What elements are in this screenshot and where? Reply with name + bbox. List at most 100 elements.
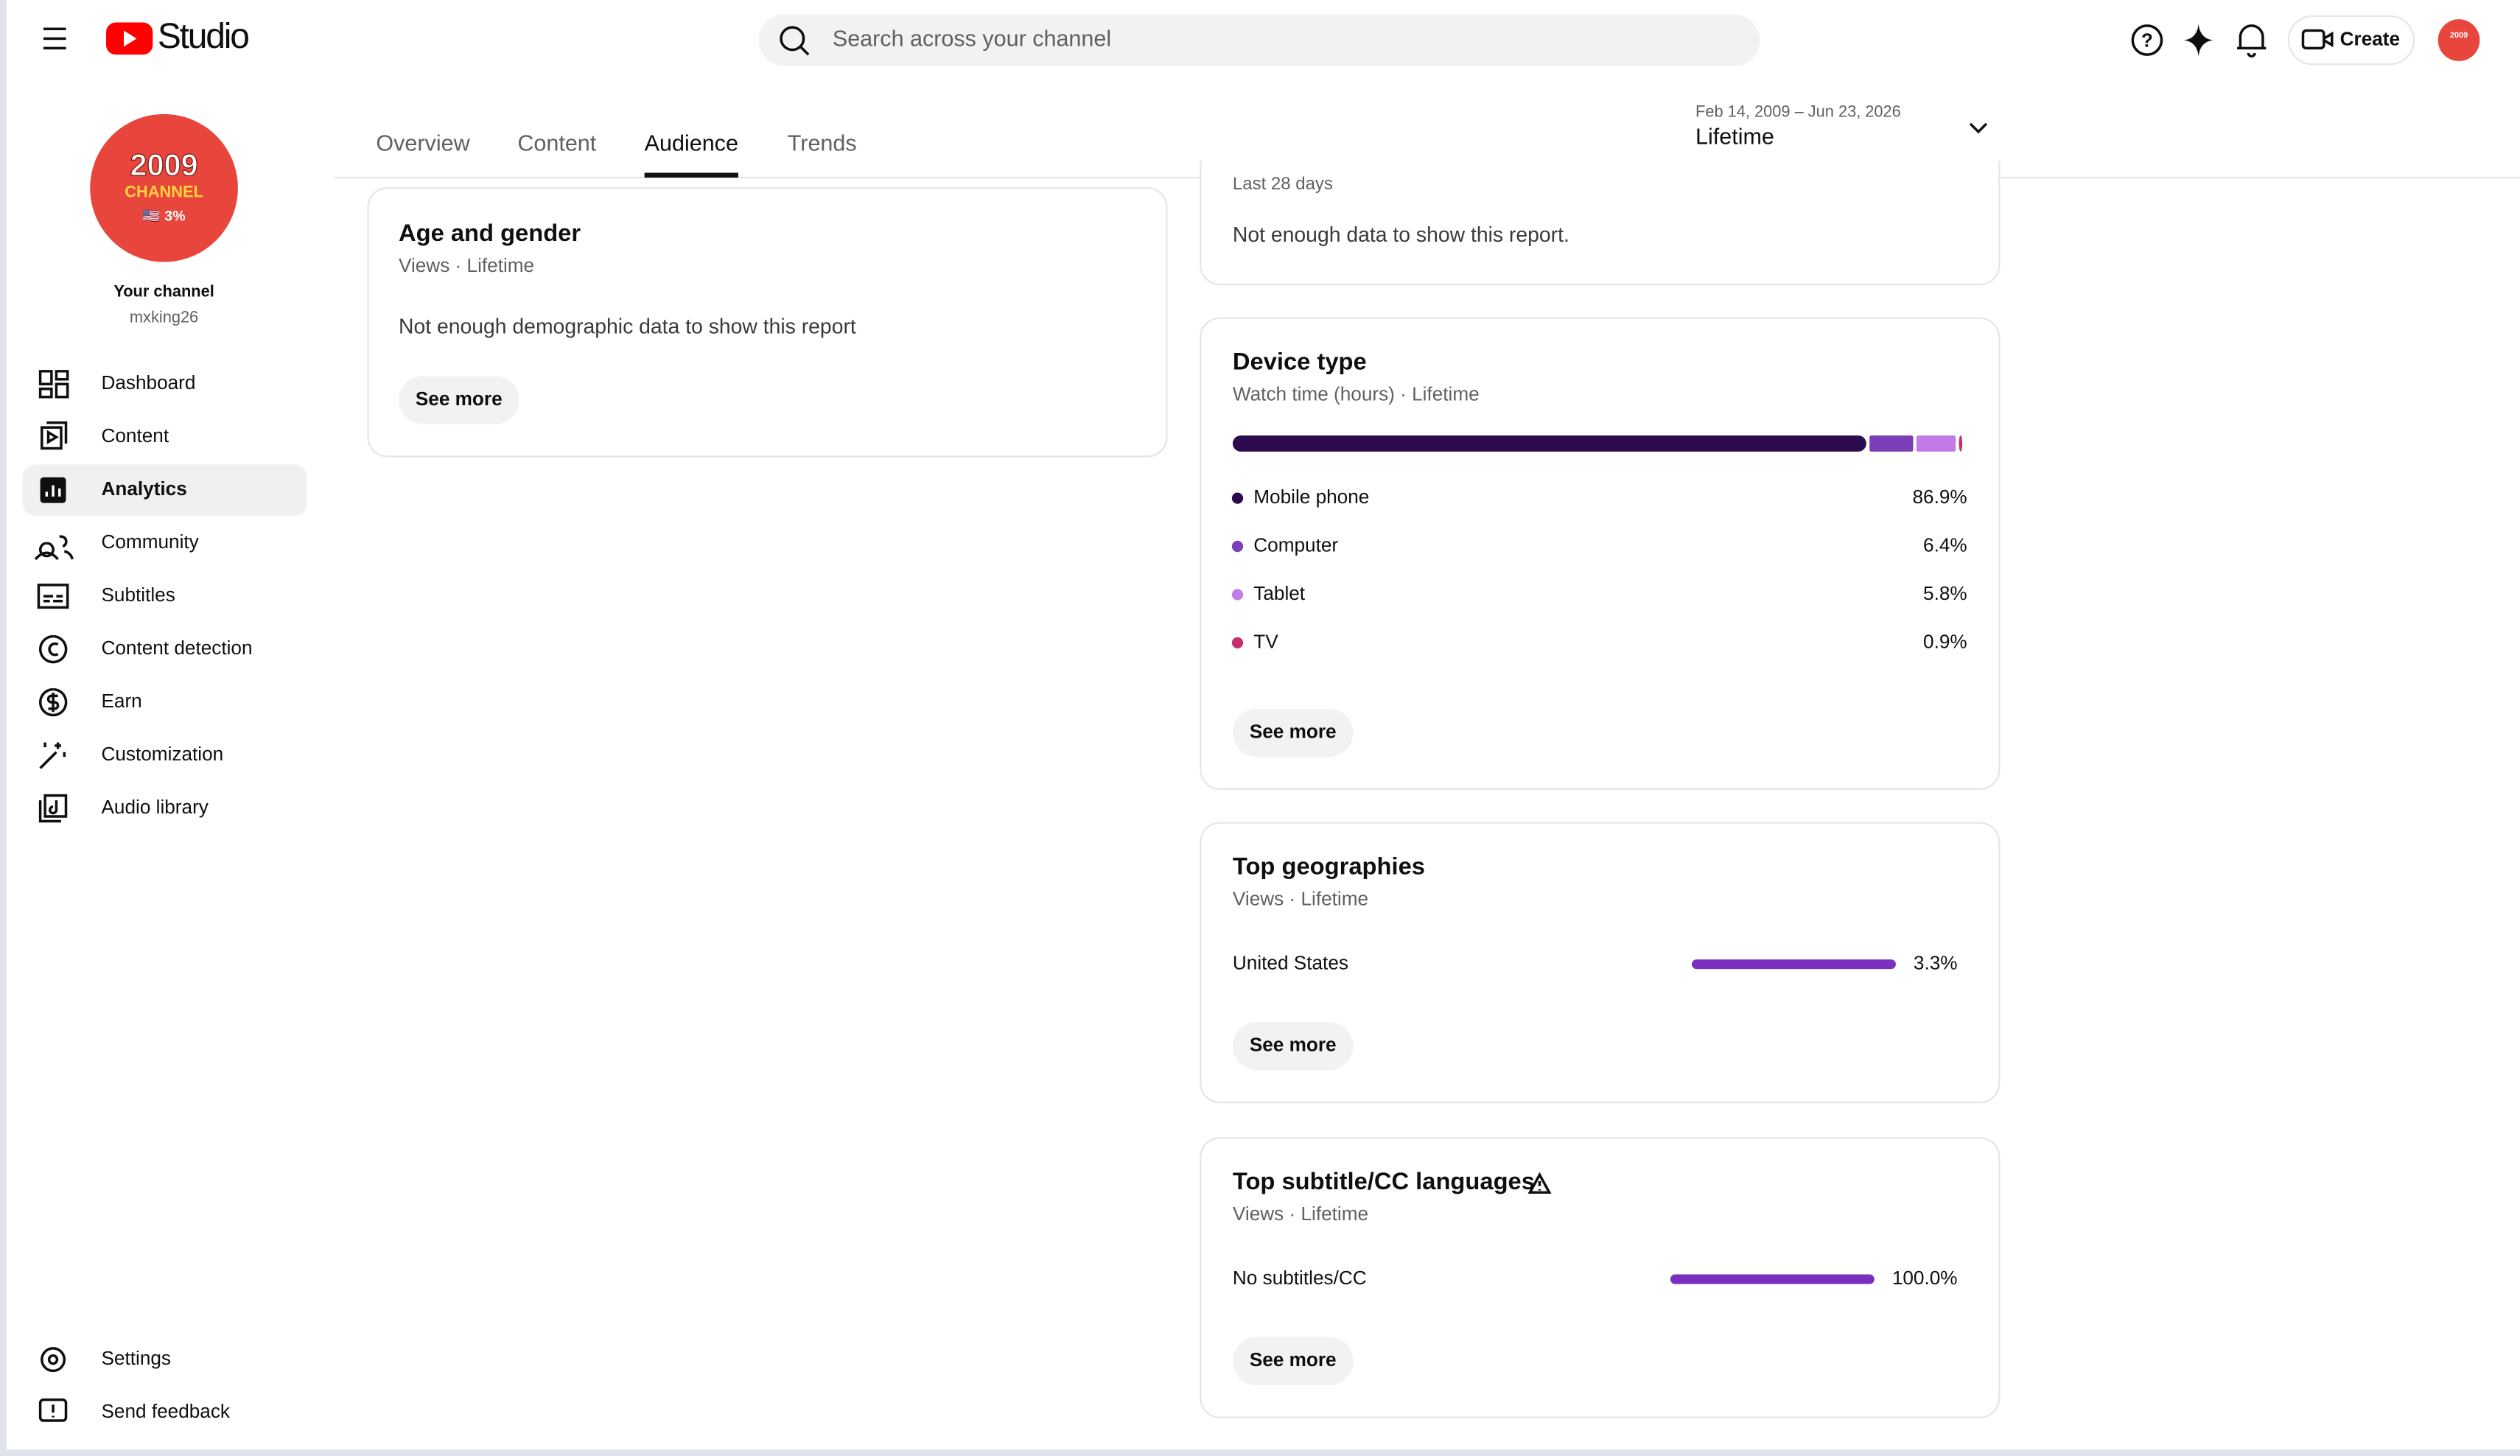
channel-label: Your channel (113, 282, 214, 301)
tab[interactable]: Trends (788, 130, 857, 155)
tab-label: Audience (645, 130, 738, 155)
nav-label: Content (101, 424, 169, 447)
tab-label: Trends (788, 130, 857, 155)
tab[interactable]: Content (517, 130, 596, 155)
nav-label: Dashboard (101, 371, 195, 393)
button-label: See more (1250, 1348, 1337, 1371)
nav-label: Analytics (101, 477, 186, 500)
avatar-line: 2009 (130, 147, 197, 182)
nav-icon (38, 687, 68, 717)
device-segment (1959, 435, 1963, 452)
nav-item[interactable]: Community (34, 531, 200, 561)
date-range-label: Lifetime (1695, 125, 1774, 150)
ai-button[interactable] (2184, 24, 2213, 57)
row-bar (1691, 959, 1896, 970)
account-avatar-text: 2009 (2450, 31, 2468, 40)
feedback-item[interactable]: Send feedback (38, 1398, 231, 1422)
nav-selected-bg (22, 464, 307, 517)
date-range-picker[interactable]: Feb 14, 2009 – Jun 23, 2026 Lifetime (1695, 102, 1988, 150)
device-segment (1232, 435, 1866, 452)
logo[interactable]: Studio (106, 17, 250, 56)
tab-label: Content (517, 130, 596, 155)
row-name: No subtitles/CC (1233, 1267, 1367, 1289)
notifications-button[interactable] (2237, 24, 2267, 58)
nav-icon (38, 370, 69, 399)
card-subtitle: Views · Lifetime (1233, 887, 1368, 909)
legend-value: 5.8% (1923, 582, 1967, 604)
settings-item[interactable]: Settings (41, 1347, 171, 1373)
nav-label: Content detection (101, 637, 252, 659)
search-bar[interactable]: Search across your channel (758, 14, 1760, 66)
tab-label: Overview (376, 130, 470, 155)
legend-dot (1231, 540, 1244, 553)
legend-value: 6.4% (1923, 533, 1967, 556)
nav-item[interactable]: Audio library (38, 794, 209, 823)
legend-dot (1231, 589, 1244, 601)
row-bar (1670, 1274, 1875, 1284)
nav-label: Community (101, 531, 199, 553)
tab[interactable]: Audience (644, 130, 738, 178)
nav-item[interactable]: Subtitles (37, 584, 175, 609)
legend-value: 86.9% (1912, 486, 1967, 508)
nav-item[interactable]: Analytics (22, 464, 307, 517)
legend-dot (1231, 492, 1244, 504)
logo-text: Studio (158, 17, 248, 56)
tab[interactable]: Overview (376, 130, 470, 155)
nav-icon (41, 421, 68, 450)
nav-label: Send feedback (101, 1400, 230, 1422)
nav-item[interactable]: Content (41, 421, 169, 450)
channel-avatar[interactable]: 2009 CHANNEL 🇺🇸 3% (90, 113, 238, 262)
device-chart: Mobile phone 86.9% Computer 6.4% Tablet 5.8% T… (1231, 435, 1967, 652)
card-message: Not enough data to show this report. (1233, 223, 1569, 247)
help-button[interactable]: ? (2131, 24, 2163, 56)
card-subtitle: Views · Lifetime (1233, 1203, 1368, 1225)
card-title: Age and gender (399, 219, 581, 246)
nav-icon (34, 535, 74, 561)
svg-text:?: ? (2141, 29, 2153, 52)
card (367, 187, 1168, 458)
button-label: See more (1250, 1034, 1337, 1056)
legend-name: TV (1253, 630, 1278, 652)
nav-item[interactable]: Dashboard (38, 370, 196, 399)
sidebar-nav: Dashboard Content Analytics Community Subtit… (22, 370, 307, 823)
card-subtitle: Last 28 days (1233, 174, 1333, 194)
nav-label: Earn (101, 690, 141, 712)
nav-label: Settings (101, 1347, 171, 1369)
see-more-button[interactable]: See more (1232, 1022, 1354, 1071)
button-label: See more (416, 388, 503, 410)
nav-item[interactable]: Customization (39, 742, 224, 769)
see-more-button[interactable]: See more (1232, 1337, 1354, 1386)
create-button[interactable]: Create (2287, 15, 2415, 66)
legend-name: Mobile phone (1253, 486, 1369, 508)
nav-icon (39, 742, 66, 769)
nav-icon (38, 794, 68, 823)
nav-icon (38, 634, 68, 664)
avatar-line: CHANNEL (125, 182, 203, 200)
account-avatar[interactable]: 2009 (2437, 19, 2480, 61)
menu-button[interactable] (43, 27, 66, 50)
card-title: Top subtitle/CC languages (1233, 1167, 1535, 1194)
row-value: 3.3% (1914, 952, 1958, 974)
frame-bottom (0, 1449, 2520, 1456)
device-segment (1869, 435, 1914, 452)
see-more-button[interactable]: See more (1232, 708, 1354, 757)
subtitle-rows: No subtitles/CC 100.0% (1233, 1267, 1958, 1289)
legend-dot (1231, 637, 1244, 649)
legend-value: 0.9% (1923, 630, 1967, 652)
nav-item[interactable]: Earn (38, 687, 142, 717)
create-label: Create (2340, 27, 2400, 49)
nav-label: Audio library (101, 796, 209, 818)
nav-icon (45, 485, 61, 497)
device-segment (1916, 435, 1956, 452)
nav-item[interactable]: Content detection (38, 634, 253, 664)
avatar-line: 🇺🇸 3% (142, 209, 185, 225)
warning-icon[interactable] (1527, 1172, 1552, 1194)
nav-label: Customization (101, 743, 223, 765)
legend-name: Computer (1253, 533, 1338, 556)
row-value: 100.0% (1892, 1267, 1958, 1289)
card (1200, 161, 2001, 286)
see-more-button[interactable]: See more (398, 376, 519, 424)
card (1200, 822, 2001, 1104)
frame-left (0, 0, 7, 1456)
